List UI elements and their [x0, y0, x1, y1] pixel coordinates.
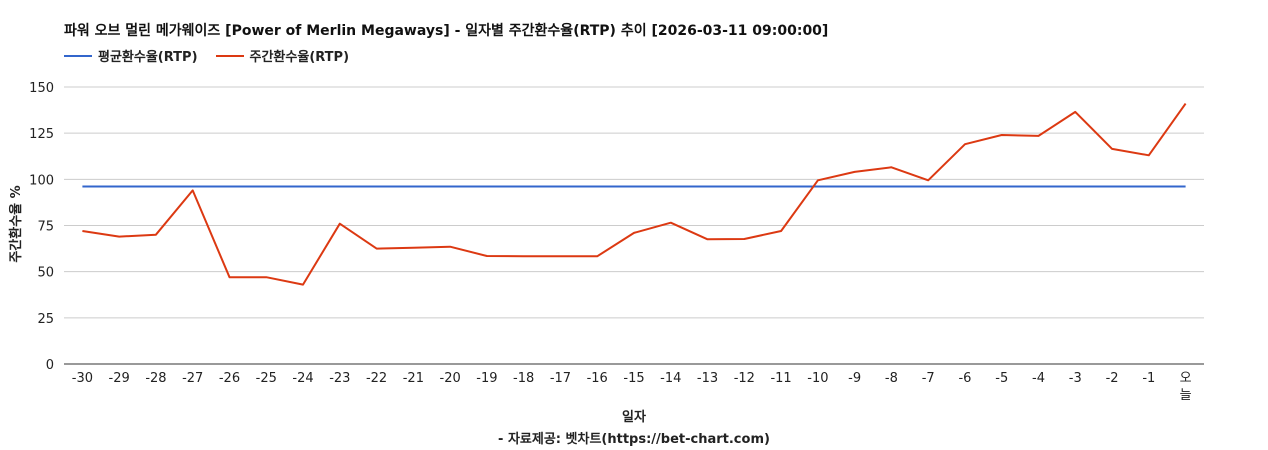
x-tick-label: -24 [292, 371, 313, 386]
source-credit: - 자료제공: 벳차트(https://bet-chart.com) [498, 432, 770, 447]
x-tick-label: -30 [72, 371, 93, 386]
x-tick-label: -29 [109, 371, 130, 386]
x-tick-label: -21 [403, 371, 424, 386]
x-tick-label: -4 [1032, 371, 1045, 386]
y-axis-title: 주간환수율 % [8, 185, 24, 262]
y-tick-label: 125 [29, 127, 54, 142]
y-tick-label: 100 [29, 173, 54, 188]
x-tick-label: -3 [1069, 371, 1082, 386]
x-axis-ticks: -30 -29 -28 -27 -26 -25 -24 -23 -22 -21 -20 -19 -18 -… [72, 371, 1192, 403]
series-line-weekly-rtp[interactable] [82, 103, 1187, 286]
y-tick-label: 0 [46, 358, 54, 373]
x-tick-label: -27 [182, 371, 203, 386]
gridlines [64, 86, 1204, 365]
legend-item-average-rtp[interactable]: 평균환수율(RTP) [64, 46, 198, 65]
x-tick-label: -26 [219, 371, 240, 386]
x-tick-label: -22 [366, 371, 387, 386]
x-tick-label: -16 [587, 371, 608, 386]
x-tick-label: -2 [1106, 371, 1119, 386]
x-tick-label: -23 [329, 371, 350, 386]
chart-title: 파워 오브 멀린 메가웨이즈 [Power of Merlin Megaways… [64, 23, 829, 39]
x-tick-label: -17 [550, 371, 571, 386]
y-axis-ticks: 0 25 50 75 100 125 150 [29, 81, 54, 373]
legend-label-weekly-rtp: 주간환수율(RTP) [249, 50, 350, 65]
x-tick-label: -25 [256, 371, 277, 386]
x-tick-label: -14 [660, 371, 681, 386]
x-tick-label: -8 [885, 371, 898, 386]
x-tick-label: -1 [1142, 371, 1155, 386]
y-tick-label: 75 [37, 220, 54, 235]
x-tick-label: -9 [848, 371, 861, 386]
x-tick-label: -10 [807, 371, 828, 386]
legend: 평균환수율(RTP) 주간환수율(RTP) [64, 46, 367, 65]
x-tick-label: -20 [440, 371, 461, 386]
x-tick-label: -11 [770, 371, 791, 386]
y-tick-label: 50 [37, 266, 54, 281]
x-tick-label: -19 [476, 371, 497, 386]
x-tick-label: -12 [734, 371, 755, 386]
x-tick-label: -28 [145, 371, 166, 386]
x-tick-label: -7 [922, 371, 935, 386]
x-tick-label: -13 [697, 371, 718, 386]
legend-label-average-rtp: 평균환수율(RTP) [98, 50, 198, 65]
x-axis-title: 일자 [622, 410, 646, 425]
y-tick-label: 25 [37, 312, 54, 327]
y-tick-label: 150 [29, 81, 54, 96]
x-tick-label: -5 [995, 371, 1008, 386]
legend-swatch-weekly-rtp [215, 54, 244, 57]
x-tick-label: -15 [623, 371, 644, 386]
x-tick-label: -18 [513, 371, 534, 386]
legend-item-weekly-rtp[interactable]: 주간환수율(RTP) [215, 46, 350, 65]
x-tick-label: -6 [958, 371, 971, 386]
series-lines [82, 103, 1187, 286]
legend-swatch-average-rtp [64, 54, 92, 57]
